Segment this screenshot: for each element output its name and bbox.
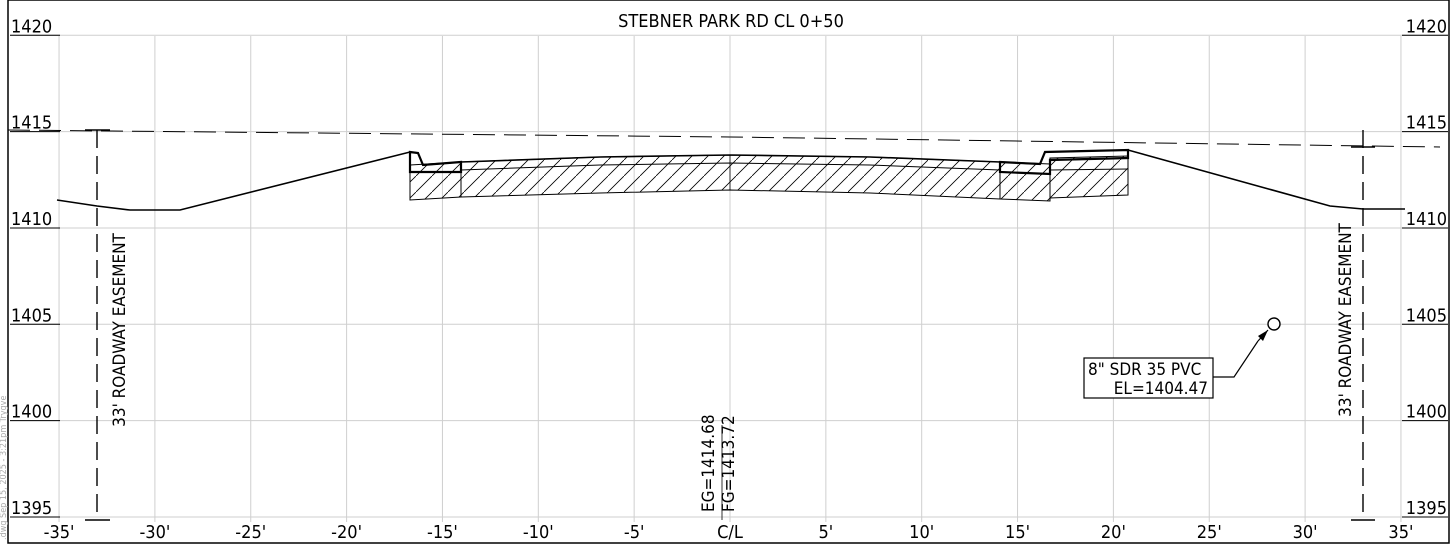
elevation-tick-label-right: 1410: [1406, 209, 1447, 230]
offset-tick-label: 15': [1005, 522, 1030, 543]
elevation-tick-label-left: 1410: [11, 209, 52, 230]
sheet-border: [7, 0, 1450, 544]
existing-grade-line: [7, 129, 1441, 148]
right-easement-label: 33' ROADWAY EASEMENT: [1336, 222, 1356, 416]
offset-tick-label: -30': [139, 522, 170, 543]
offset-tick-label: 25': [1197, 522, 1222, 543]
offset-tick-label: -35': [44, 522, 75, 543]
offset-tick-label: C/L: [717, 522, 743, 543]
eg-elevation-label: EG=1414.68: [699, 414, 719, 512]
pipe-label-line2: EL=1404.47: [1114, 379, 1208, 399]
offset-tick-label: 5': [818, 522, 833, 543]
plot-stamp: .dwg Sep 15, 2025 - 3:21pm Trygve: [0, 396, 9, 540]
offset-tick-label: 35': [1388, 522, 1413, 543]
offset-labels: -35' -30' -25' -20' -15' -10' -5' C/L 5' 10' 15' 20…: [44, 522, 1414, 543]
vertical-grid: [58, 36, 1402, 522]
elevation-tick-label-left: 1415: [11, 113, 52, 134]
left-easement: 33' ROADWAY EASEMENT: [85, 129, 130, 521]
elevation-tick-label-left: 1405: [11, 305, 52, 326]
offset-tick-label: -5': [624, 522, 645, 543]
offset-tick-label: 10': [909, 522, 934, 543]
pipe-callout: 8" SDR 35 PVC EL=1404.47: [1083, 317, 1281, 399]
offset-tick-label: -10': [523, 522, 554, 543]
offset-tick-label: 30': [1293, 522, 1318, 543]
pipe-label-line1: 8" SDR 35 PVC: [1088, 360, 1201, 380]
pipe-label-box: [1083, 357, 1214, 399]
left-easement-label: 33' ROADWAY EASEMENT: [110, 232, 130, 426]
elevation-tick-label-left: 1420: [11, 16, 52, 37]
right-easement: 33' ROADWAY EASEMENT: [1336, 130, 1375, 521]
elevation-tick-label-left: 1400: [11, 402, 52, 423]
elevation-tick-label-left: 1395: [11, 498, 52, 519]
elevation-labels-right: 1395 1400 1405 1410 1415 1420: [1402, 16, 1448, 519]
offset-tick-label: 20': [1101, 522, 1126, 543]
pipe-symbol: [1267, 317, 1281, 331]
offset-tick-label: -15': [427, 522, 458, 543]
elevation-labels-left: 1395 1400 1405 1410 1415 1420: [10, 16, 60, 519]
section-title: STEBNER PARK RD CL 0+50: [618, 11, 844, 32]
fg-elevation-label: FG=1413.72: [719, 415, 739, 512]
elevation-tick-label-right: 1400: [1406, 402, 1447, 423]
pavement-section: [408, 148, 1130, 202]
offset-tick-label: -25': [235, 522, 266, 543]
elevation-tick-label-right: 1405: [1406, 305, 1447, 326]
elevation-tick-label-right: 1420: [1406, 16, 1447, 37]
elevation-tick-label-right: 1395: [1406, 498, 1447, 519]
offset-tick-label: -20': [331, 522, 362, 543]
horizontal-grid: [10, 34, 1448, 518]
elevation-tick-label-right: 1415: [1406, 113, 1447, 134]
